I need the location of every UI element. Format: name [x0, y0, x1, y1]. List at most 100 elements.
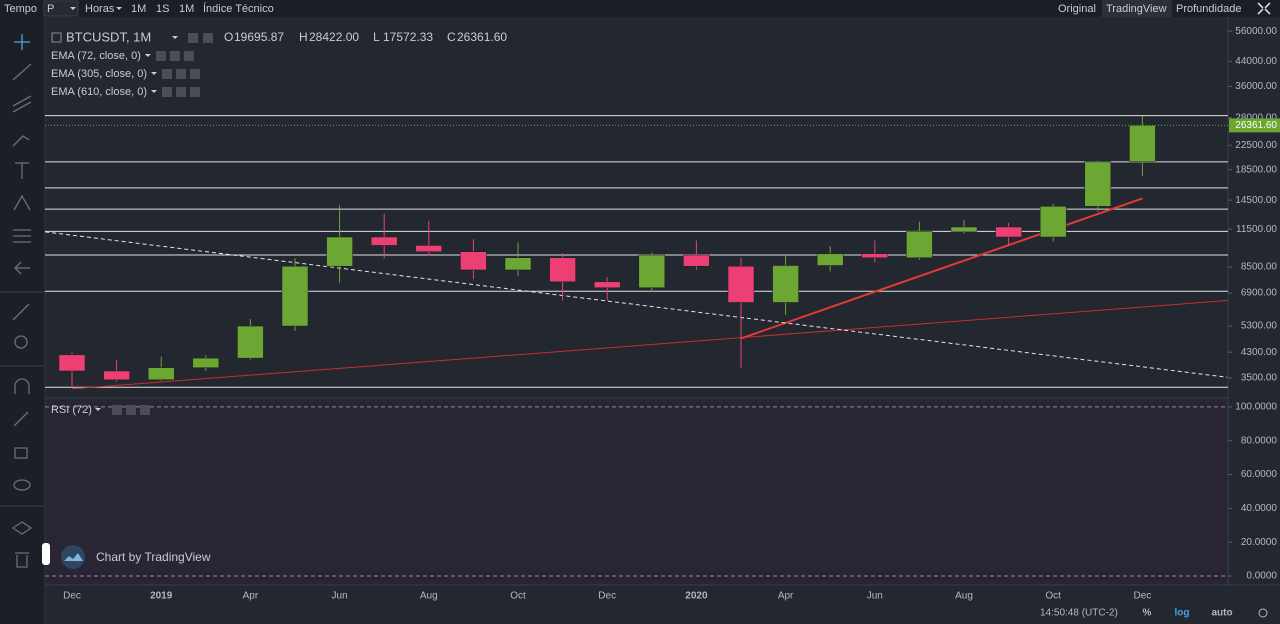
x-tick-label: Oct — [510, 591, 526, 602]
scale-button[interactable]: log — [1175, 608, 1190, 619]
toolbar-button[interactable]: 1S — [156, 3, 169, 15]
y-tick-label: 22500.00 — [1235, 140, 1277, 151]
back-icon[interactable] — [14, 261, 30, 275]
toolbar-button[interactable]: Horas — [85, 3, 115, 15]
indicator-icon[interactable] — [183, 51, 194, 61]
brush-icon[interactable] — [12, 135, 30, 147]
toolbar-button[interactable]: 1M — [131, 3, 146, 15]
toolbar-button[interactable]: Tempo — [4, 3, 37, 15]
rsi-pane — [45, 400, 1228, 585]
y-tick-label: 0.0000 — [1246, 571, 1277, 582]
dropdown-arrow — [70, 7, 76, 10]
pencil-icon[interactable] — [13, 411, 29, 427]
candle-body — [772, 265, 799, 303]
watermark: Chart by TradingView — [96, 550, 211, 564]
x-tick-label: Aug — [955, 591, 973, 602]
y-tick-label: 56000.00 — [1235, 26, 1277, 37]
indicator-icon[interactable] — [176, 69, 186, 79]
ohlc-key: C — [447, 30, 456, 44]
indicator-icon[interactable] — [126, 405, 136, 415]
candle-body — [683, 254, 710, 267]
ohlc-value: 26361.60 — [457, 30, 507, 44]
indicator-label: EMA (305, close, 0) — [51, 68, 147, 80]
watermark-logo — [61, 545, 85, 569]
fib-icon[interactable] — [13, 229, 31, 243]
text-icon[interactable] — [15, 162, 29, 179]
magnet-icon[interactable] — [14, 378, 30, 394]
candle-body — [995, 226, 1022, 238]
zoom-icon[interactable] — [14, 335, 28, 349]
candle-body — [906, 231, 933, 259]
y-tick-label: 36000.00 — [1235, 81, 1277, 92]
indicator-icon[interactable] — [162, 69, 172, 79]
candle-body — [415, 245, 443, 252]
y-tick-label: 18500.00 — [1235, 164, 1277, 175]
indicator-icon[interactable] — [112, 405, 122, 415]
candle-body — [950, 226, 978, 232]
scale-button[interactable]: % — [1143, 608, 1152, 619]
x-tick-label: Dec — [1134, 591, 1152, 602]
indicator-icon[interactable] — [162, 87, 172, 97]
toolbar-button[interactable]: Profundidade — [1176, 3, 1241, 15]
crosshair-icon[interactable] — [14, 34, 30, 50]
collapse-box[interactable] — [51, 32, 62, 43]
indicator-icon[interactable] — [176, 87, 186, 97]
candle-body — [1084, 161, 1112, 207]
x-tick-label: Dec — [63, 591, 81, 602]
dropdown-arrow — [151, 72, 157, 75]
symbol-label: BTCUSDT, 1M — [66, 29, 151, 44]
pitchfork-icon[interactable] — [12, 95, 32, 113]
legend-icon[interactable] — [203, 33, 213, 43]
toolbar-button[interactable]: P — [47, 3, 54, 15]
ohlc-key: O — [224, 30, 233, 44]
lock-icon[interactable] — [14, 447, 28, 459]
settings-icon[interactable] — [1258, 608, 1268, 618]
toolbar-button[interactable]: Original — [1058, 3, 1096, 15]
indicator-icon[interactable] — [190, 87, 200, 97]
ohlc-value: 28422.00 — [309, 30, 359, 44]
legend-icon[interactable] — [188, 33, 198, 43]
watermark-logo-shape — [64, 553, 83, 561]
last-price-label: 26361.60 — [1235, 120, 1277, 131]
ruler-icon[interactable] — [12, 303, 30, 321]
sidebar-toggle[interactable] — [42, 543, 50, 565]
y-tick-label: 60.0000 — [1241, 469, 1278, 480]
candle-body — [1129, 125, 1156, 163]
x-tick-label: 2020 — [685, 591, 708, 602]
eye-icon[interactable] — [13, 479, 31, 491]
x-tick-label: Apr — [243, 591, 259, 602]
last-price-tag — [1229, 118, 1280, 133]
y-tick-label: 8500.00 — [1241, 262, 1278, 273]
toolbar-active — [1102, 0, 1172, 17]
indicator-icon[interactable] — [140, 405, 150, 415]
indicator-label: EMA (72, close, 0) — [51, 50, 141, 62]
dropdown-arrow — [172, 36, 178, 39]
y-tick-label: 5300.00 — [1241, 321, 1278, 332]
toolbar-button[interactable]: 1M — [179, 3, 194, 15]
indicator-icon[interactable] — [169, 51, 180, 61]
indicator-icon[interactable] — [155, 51, 166, 61]
trend-line — [71, 300, 1228, 390]
toolbar-button[interactable]: Índice Técnico — [203, 2, 274, 15]
candle-body — [460, 251, 487, 271]
pattern-icon[interactable] — [13, 194, 31, 211]
trend-line — [740, 197, 1143, 340]
x-tick-label: 2019 — [150, 591, 173, 602]
layers-icon[interactable] — [11, 521, 33, 535]
candle-body — [370, 236, 398, 246]
toolbar — [0, 0, 1280, 17]
candle-body — [638, 254, 666, 288]
toolbar-button[interactable]: TradingView — [1106, 3, 1167, 15]
candle-body — [593, 281, 621, 288]
line-tool-icon[interactable] — [12, 63, 32, 81]
x-tick-label: Aug — [420, 591, 438, 602]
y-tick-label: 44000.00 — [1235, 56, 1277, 67]
scale-button[interactable]: auto — [1211, 608, 1232, 619]
rsi-title: RSI (72) — [51, 404, 92, 416]
indicator-icon[interactable] — [190, 69, 200, 79]
fullscreen-icon[interactable] — [1257, 2, 1271, 15]
trash-icon[interactable] — [15, 552, 29, 568]
candle-body — [861, 253, 889, 259]
